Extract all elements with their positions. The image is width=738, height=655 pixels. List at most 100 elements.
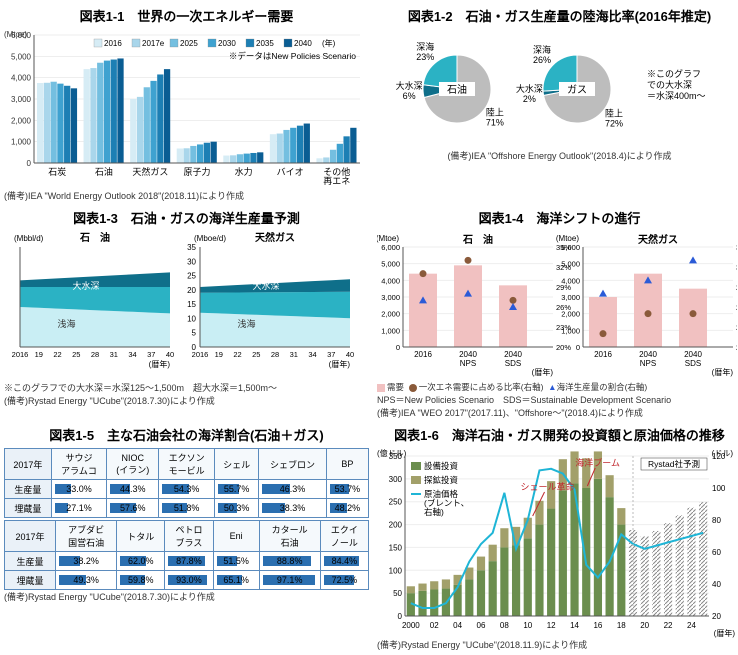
source-1-6: (備考)Rystad Energy "UCube"(2018.11.9)により作… bbox=[377, 638, 738, 651]
title-1-5: 図表1-5 主な石油会社の海洋割合(石油＋ガス) bbox=[4, 425, 369, 444]
svg-text:34: 34 bbox=[128, 350, 136, 359]
svg-text:71%: 71% bbox=[486, 117, 504, 127]
cell: 59.8% bbox=[117, 571, 165, 590]
svg-text:72%: 72% bbox=[605, 119, 623, 129]
source-1-5: (備考)Rystad Energy "UCube"(2018.7.30)により作… bbox=[4, 590, 369, 603]
svg-text:06: 06 bbox=[477, 621, 486, 630]
svg-text:深海: 深海 bbox=[416, 41, 434, 52]
svg-text:石油: 石油 bbox=[95, 166, 113, 177]
svg-text:37: 37 bbox=[327, 350, 335, 359]
svg-text:(Mtoe): (Mtoe) bbox=[377, 234, 399, 243]
svg-text:天然ガス: 天然ガス bbox=[132, 166, 168, 177]
svg-text:2040: 2040 bbox=[504, 350, 522, 359]
svg-text:10: 10 bbox=[187, 314, 196, 323]
source-1-4: (備考)IEA "WEO 2017"(2017.11)、"Offshore〜"(… bbox=[377, 406, 738, 419]
svg-text:2000: 2000 bbox=[402, 621, 420, 630]
svg-text:NPS: NPS bbox=[460, 359, 476, 368]
cell: 62.0% bbox=[117, 552, 165, 571]
title-1-4: 図表1-4 海洋シフトの進行 bbox=[377, 208, 738, 227]
table-1-5-lower: 2017年アブダビ国営石油トタルペトロブラスEniカタール石油エクイノール生産量… bbox=[4, 520, 369, 590]
panel-1-2: 図表1-2 石油・ガス生産量の陸海比率(2016年推定) 陸上71%大水深6%深… bbox=[377, 4, 738, 202]
svg-text:天然ガス: 天然ガス bbox=[638, 233, 678, 246]
cell: 38.3% bbox=[259, 499, 327, 518]
svg-text:(暦年): (暦年) bbox=[329, 359, 351, 369]
table-1-5-upper: 2017年サウジアラムコNIOC(イラン)エクソンモービルシェルシェブロンBP生… bbox=[4, 448, 369, 518]
col-header: 2017年 bbox=[5, 449, 52, 480]
svg-text:浅海: 浅海 bbox=[238, 318, 256, 329]
title-1-3: 図表1-3 石油・ガスの海洋生産量予測 bbox=[4, 208, 369, 227]
svg-text:12: 12 bbox=[547, 621, 556, 630]
svg-text:での大水深: での大水深 bbox=[647, 79, 692, 90]
svg-text:6%: 6% bbox=[403, 91, 416, 101]
svg-text:1,000: 1,000 bbox=[11, 138, 32, 147]
svg-text:5,000: 5,000 bbox=[11, 52, 32, 61]
svg-text:2016: 2016 bbox=[414, 350, 432, 359]
svg-text:1,000: 1,000 bbox=[561, 326, 580, 335]
svg-text:2040: 2040 bbox=[294, 39, 312, 48]
svg-text:SDS: SDS bbox=[505, 359, 521, 368]
svg-text:2040: 2040 bbox=[684, 350, 702, 359]
source-1-3: (備考)Rystad Energy "UCube"(2018.7.30)により作… bbox=[4, 394, 369, 407]
svg-text:14: 14 bbox=[570, 621, 579, 630]
svg-text:22: 22 bbox=[53, 350, 61, 359]
svg-text:40: 40 bbox=[712, 580, 721, 589]
svg-text:22: 22 bbox=[664, 621, 673, 630]
svg-text:19: 19 bbox=[215, 350, 223, 359]
col-header: Eni bbox=[213, 521, 259, 552]
svg-text:20: 20 bbox=[640, 621, 649, 630]
svg-text:32%: 32% bbox=[736, 263, 737, 272]
svg-text:4,000: 4,000 bbox=[381, 276, 400, 285]
svg-text:※このグラフ: ※このグラフ bbox=[647, 68, 701, 79]
source-1-1: (備考)IEA "World Energy Outlook 2018"(2018… bbox=[4, 189, 369, 202]
col-header: カタール石油 bbox=[259, 521, 320, 552]
panel-1-1: 図表1-1 世界の一次エネルギー需要 01,0002,0003,0004,000… bbox=[4, 4, 369, 202]
svg-text:300: 300 bbox=[389, 475, 403, 484]
svg-text:2040: 2040 bbox=[459, 350, 477, 359]
svg-text:ガス: ガス bbox=[567, 84, 587, 96]
panel-1-3: 図表1-3 石油・ガスの海洋生産量予測 (Mbbl/d)石 油浅海大水深超大水深… bbox=[4, 206, 369, 419]
svg-text:3,000: 3,000 bbox=[11, 95, 32, 104]
svg-text:29%: 29% bbox=[736, 283, 737, 292]
svg-text:2016: 2016 bbox=[594, 350, 612, 359]
svg-text:100: 100 bbox=[712, 484, 726, 493]
svg-text:5: 5 bbox=[192, 329, 197, 338]
svg-text:超大水深: 超大水深 bbox=[268, 253, 304, 264]
cell: 51.5% bbox=[213, 552, 259, 571]
col-header: ペトロブラス bbox=[165, 521, 213, 552]
svg-text:04: 04 bbox=[453, 621, 462, 630]
source-1-2: (備考)IEA "Offshore Energy Outlook"(2018.4… bbox=[377, 149, 738, 162]
svg-text:探鉱投資: 探鉱投資 bbox=[424, 475, 458, 485]
cell: 97.1% bbox=[259, 571, 320, 590]
cell: 49.3% bbox=[56, 571, 117, 590]
svg-text:(暦年): (暦年) bbox=[532, 367, 554, 377]
svg-text:石 油: 石 油 bbox=[79, 231, 110, 244]
svg-text:0: 0 bbox=[576, 343, 580, 352]
cell: 38.2% bbox=[56, 552, 117, 571]
svg-text:31: 31 bbox=[290, 350, 298, 359]
svg-text:23%: 23% bbox=[736, 323, 737, 332]
svg-text:200: 200 bbox=[389, 521, 403, 530]
svg-text:再エネ: 再エネ bbox=[323, 176, 350, 186]
svg-text:0: 0 bbox=[396, 343, 400, 352]
svg-text:シェール革命: シェール革命 bbox=[521, 481, 575, 492]
chart-1-6: 05010015020025030035020406080100120(億ドル)… bbox=[377, 448, 737, 638]
cell: 46.3% bbox=[259, 480, 327, 499]
svg-text:50: 50 bbox=[393, 589, 402, 598]
cell: 27.1% bbox=[51, 499, 106, 518]
svg-text:バイオ: バイオ bbox=[277, 167, 304, 177]
cell: 33.0% bbox=[51, 480, 106, 499]
svg-text:5,000: 5,000 bbox=[381, 260, 400, 269]
svg-text:2,000: 2,000 bbox=[561, 310, 580, 319]
svg-text:(Mbbl/d): (Mbbl/d) bbox=[14, 234, 44, 243]
cell: 50.3% bbox=[215, 499, 259, 518]
svg-text:5,000: 5,000 bbox=[561, 260, 580, 269]
svg-text:28: 28 bbox=[271, 350, 279, 359]
svg-text:浅海: 浅海 bbox=[58, 318, 76, 329]
svg-text:35%: 35% bbox=[736, 243, 737, 252]
svg-text:4,000: 4,000 bbox=[561, 276, 580, 285]
svg-text:30: 30 bbox=[187, 257, 196, 266]
col-header: シェブロン bbox=[259, 449, 327, 480]
svg-text:35: 35 bbox=[187, 243, 196, 252]
svg-text:2017e: 2017e bbox=[142, 39, 165, 48]
svg-text:大水深: 大水深 bbox=[396, 80, 423, 91]
